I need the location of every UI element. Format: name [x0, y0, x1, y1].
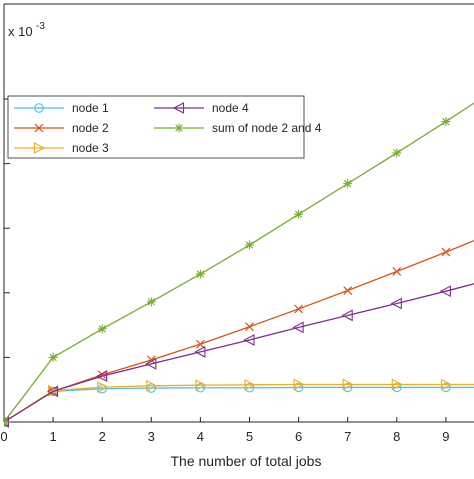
data-point	[244, 378, 256, 391]
series-node-4	[4, 283, 474, 428]
data-point	[145, 357, 157, 370]
legend-entry: node 2	[14, 121, 109, 135]
data-point	[392, 267, 402, 276]
data-point	[294, 304, 304, 314]
axes-group	[3, 3, 474, 423]
data-point	[343, 179, 353, 189]
x-tick-label: 3	[148, 429, 155, 444]
legend-marker	[174, 123, 184, 133]
x-tick-label: 6	[295, 429, 302, 444]
data-point	[48, 352, 58, 362]
series-line	[4, 283, 474, 423]
legend-entry: node 1	[14, 101, 109, 115]
data-point	[441, 247, 451, 257]
legend-label: node 4	[212, 101, 249, 115]
x-tick-label: 0	[0, 429, 7, 444]
data-point	[195, 269, 205, 279]
x-ticks-group: 0 1 2 3 4 5 6 7 8 9	[0, 417, 450, 444]
data-point	[390, 297, 402, 310]
legend-entry: sum of node 2 and 4	[154, 121, 322, 135]
data-point	[46, 385, 59, 398]
data-point	[97, 381, 109, 394]
data-point	[96, 370, 108, 383]
data-point	[97, 324, 107, 334]
data-point	[146, 379, 158, 392]
x-tick-label: 9	[442, 429, 449, 444]
data-point	[342, 378, 354, 391]
legend-marker	[172, 102, 185, 114]
data-point	[194, 345, 206, 358]
x-tick-label: 4	[197, 429, 204, 444]
x-tick-label: 5	[246, 429, 253, 444]
data-point	[146, 297, 156, 307]
legend-entry: node 4	[154, 101, 249, 115]
legend-marker	[33, 142, 46, 154]
series-line	[4, 383, 474, 423]
legend: node 1 node 4 node 2 sum of node 2 and 4 nod…	[7, 95, 322, 159]
legend-label: node 3	[72, 141, 109, 155]
data-point	[293, 378, 305, 391]
series-node-3	[4, 378, 474, 426]
data-point	[441, 117, 451, 127]
plot-area	[4, 4, 474, 422]
data-point	[245, 322, 254, 332]
data-point	[4, 417, 9, 427]
data-point	[245, 240, 254, 250]
data-point	[341, 309, 353, 322]
legend-marker	[34, 123, 44, 133]
y-scale-factor-label: x 10	[8, 24, 33, 39]
data-point	[440, 378, 453, 391]
data-point	[292, 321, 304, 334]
x-tick-label: 7	[344, 429, 351, 444]
legend-marker	[34, 103, 44, 113]
data-point	[343, 286, 353, 295]
legend-entry: node 3	[14, 141, 109, 155]
legend-label: node 2	[72, 121, 109, 135]
x-tick-label: 2	[99, 429, 106, 444]
series-sum-of-node-2-and-4	[4, 102, 474, 427]
x-axis-title: The number of total jobs	[171, 453, 322, 469]
data-point	[195, 379, 207, 392]
data-point	[439, 285, 451, 298]
data-point	[243, 334, 255, 346]
data-point	[391, 378, 403, 391]
data-point	[392, 148, 402, 158]
legend-label: sum of node 2 and 4	[212, 121, 322, 135]
y-scale-exponent-label: -3	[36, 21, 45, 32]
data-point	[195, 339, 205, 349]
x-tick-label: 8	[393, 429, 400, 444]
x-tick-label: 1	[49, 429, 56, 444]
legend-label: node 1	[72, 101, 109, 115]
data-point	[294, 209, 304, 219]
series-group	[4, 102, 474, 428]
